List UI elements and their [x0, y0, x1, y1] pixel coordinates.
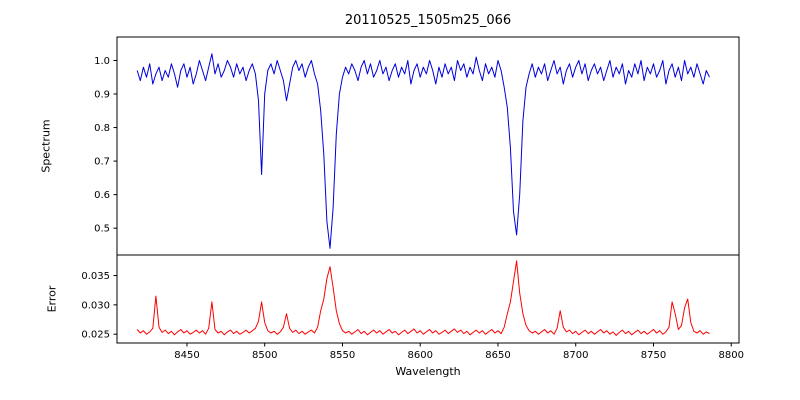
error-line	[136, 260, 710, 336]
spectrum-y-axis-label: Spectrum	[39, 119, 53, 173]
error-y-axis-label: Error	[45, 285, 59, 313]
spectrum-y-tick-label: 1.0	[94, 56, 110, 67]
spectrum-y-tick-label: 0.7	[94, 157, 110, 168]
spectrum-y-tick-label: 0.8	[94, 123, 110, 134]
x-tick-label: 8550	[330, 350, 355, 361]
x-tick-label: 8700	[563, 350, 588, 361]
x-tick-label: 8750	[641, 350, 666, 361]
x-tick-label: 8450	[174, 350, 199, 361]
spectrum-line	[136, 53, 710, 249]
spectrum-y-tick-label: 0.9	[94, 90, 110, 101]
x-tick-label: 8600	[407, 350, 432, 361]
chart-title: 20110525_1505m25_066	[344, 13, 512, 28]
x-tick-label: 8800	[718, 350, 743, 361]
x-tick-label: 8650	[485, 350, 510, 361]
x-axis-label: Wavelength	[395, 365, 461, 378]
error-y-tick-label: 0.035	[81, 271, 110, 282]
spectrum-panel-border	[116, 36, 740, 256]
error-panel-border	[116, 254, 740, 344]
error-y-tick-label: 0.030	[81, 300, 110, 311]
spectrum-y-tick-label: 0.5	[94, 224, 110, 235]
error-y-tick-label: 0.025	[81, 330, 110, 341]
spectrum-y-tick-label: 0.6	[94, 190, 110, 201]
x-tick-label: 8500	[252, 350, 277, 361]
